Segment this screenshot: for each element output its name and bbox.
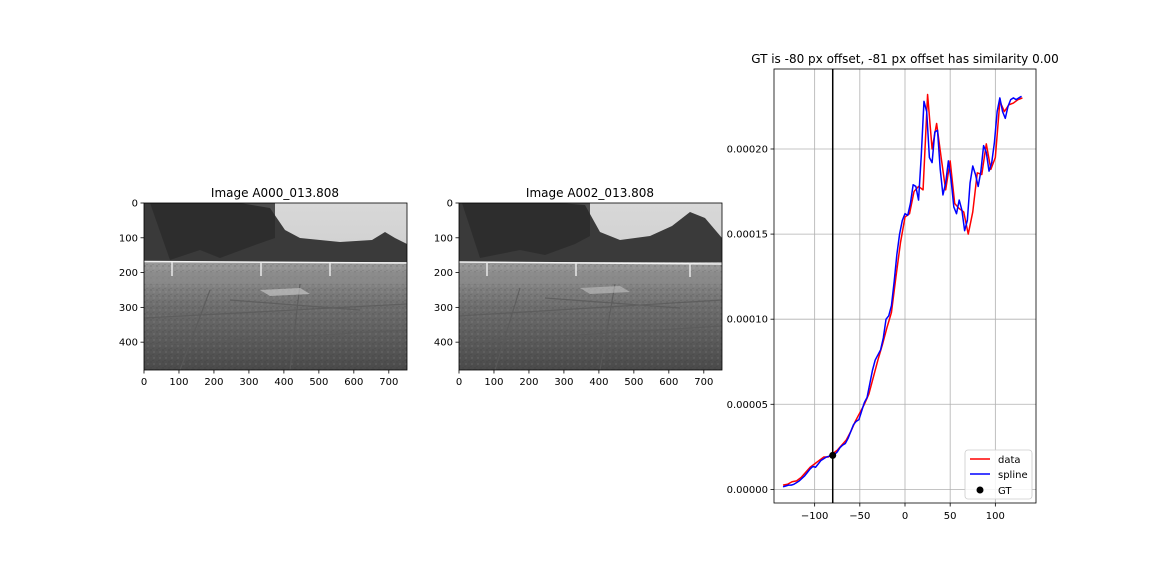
x-tick-label: 300 bbox=[554, 377, 573, 388]
legend-label-data: data bbox=[998, 455, 1021, 466]
y-tick-label: 400 bbox=[119, 338, 138, 349]
x-tick-label: 100 bbox=[986, 511, 1005, 522]
series-line-spline bbox=[782, 95, 1022, 488]
image-title-left: Image A000_013.808 bbox=[211, 186, 339, 200]
image-panel-left: Image A000_013.808 0 100 200 300 400 500 600 70… bbox=[119, 186, 408, 389]
axis-ticks-left: 0 100 200 300 400 500 600 700 0 100 200 300 400 bbox=[119, 199, 398, 389]
x-tick-label: 200 bbox=[519, 377, 538, 388]
x-tick-label: 600 bbox=[344, 377, 363, 388]
y-tick-label: 200 bbox=[119, 268, 138, 279]
photo-left bbox=[143, 203, 408, 371]
x-tick-label: 700 bbox=[694, 377, 713, 388]
similarity-chart: GT is -80 px offset, -81 px offset has s… bbox=[727, 52, 1059, 522]
chart-ticks: −100 −50 0 50 100 0.00000 0.00005 0.00010 0.0001… bbox=[727, 144, 1005, 522]
x-tick-label: 0 bbox=[902, 511, 908, 522]
axes-frame-right bbox=[458, 202, 723, 371]
gridlines bbox=[774, 69, 1036, 503]
x-tick-label: −100 bbox=[801, 511, 828, 522]
series-lines bbox=[782, 69, 1023, 503]
x-tick-label: 0 bbox=[141, 377, 147, 388]
x-tick-label: 200 bbox=[204, 377, 223, 388]
x-tick-label: 500 bbox=[624, 377, 643, 388]
x-tick-label: 400 bbox=[274, 377, 293, 388]
x-tick-label: 100 bbox=[484, 377, 503, 388]
y-tick-label: 0 bbox=[447, 199, 453, 210]
y-tick-label: 200 bbox=[434, 268, 453, 279]
legend: data spline GT bbox=[964, 449, 1033, 500]
x-tick-label: 300 bbox=[239, 377, 258, 388]
legend-label-gt: GT bbox=[998, 486, 1012, 497]
x-tick-label: 100 bbox=[169, 377, 188, 388]
x-tick-label: 500 bbox=[309, 377, 328, 388]
y-tick-label: 400 bbox=[434, 338, 453, 349]
axes-frame-left bbox=[143, 202, 408, 371]
chart-title: GT is -80 px offset, -81 px offset has s… bbox=[751, 52, 1059, 66]
y-tick-label: 0 bbox=[132, 199, 138, 210]
x-tick-label: 400 bbox=[589, 377, 608, 388]
y-tick-label: 300 bbox=[434, 303, 453, 314]
legend-label-spline: spline bbox=[998, 470, 1028, 481]
legend-swatch-gt bbox=[976, 486, 984, 494]
x-tick-label: 50 bbox=[944, 511, 957, 522]
series-line-data bbox=[782, 93, 1023, 486]
y-tick-label: 100 bbox=[434, 233, 453, 244]
y-tick-label: 0.00000 bbox=[727, 485, 768, 496]
y-tick-label: 0.00005 bbox=[727, 400, 768, 411]
y-tick-label: 300 bbox=[119, 303, 138, 314]
photo-right bbox=[458, 203, 723, 371]
image-title-right: Image A002_013.808 bbox=[526, 186, 654, 200]
x-tick-label: 700 bbox=[379, 377, 398, 388]
y-tick-label: 0.00010 bbox=[727, 315, 768, 326]
y-tick-label: 0.00015 bbox=[727, 230, 768, 241]
x-tick-label: 0 bbox=[456, 377, 462, 388]
gt-point bbox=[829, 451, 837, 459]
legend-box bbox=[964, 449, 1033, 500]
y-tick-label: 0.00020 bbox=[727, 144, 768, 155]
axis-ticks-right: 0 100 200 300 400 500 600 700 0 100 200 300 400 bbox=[434, 199, 713, 389]
x-tick-label: 600 bbox=[659, 377, 678, 388]
x-tick-label: −50 bbox=[849, 511, 870, 522]
image-panel-right: Image A002_013.808 0 100 200 300 400 500 600 70… bbox=[434, 186, 723, 389]
y-tick-label: 100 bbox=[119, 233, 138, 244]
